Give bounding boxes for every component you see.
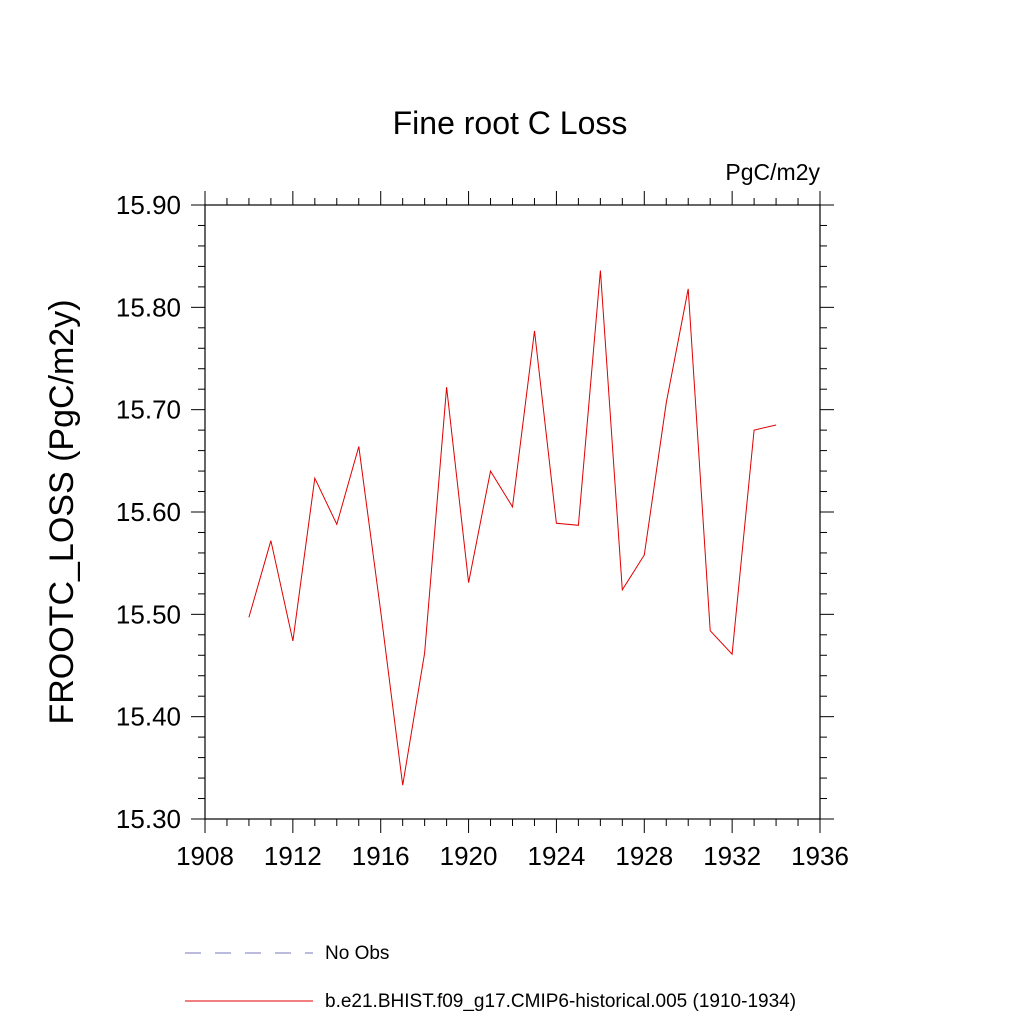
- y-tick-label: 15.90: [116, 190, 181, 220]
- legend: No Obs b.e21.BHIST.f09_g17.CMIP6-histori…: [185, 943, 796, 1012]
- x-tick-label: 1936: [791, 841, 849, 871]
- x-tick-label: 1932: [703, 841, 761, 871]
- y-tick-label: 15.80: [116, 292, 181, 322]
- x-tick-label: 1924: [528, 841, 586, 871]
- legend-label-historical: b.e21.BHIST.f09_g17.CMIP6-historical.005…: [325, 991, 796, 1012]
- y-axis-label: FROOTC_LOSS (PgC/m2y): [43, 299, 81, 724]
- series-line: [248, 270, 777, 786]
- units-label: PgC/m2y: [725, 159, 820, 185]
- y-tick-label: 15.50: [116, 599, 181, 629]
- x-tick-label: 1912: [264, 841, 322, 871]
- axis-ticks: [191, 191, 834, 833]
- x-tick-labels: 1908 1912 1916 1920 1924 1928 1932 1936: [176, 841, 849, 871]
- x-tick-label: 1928: [615, 841, 673, 871]
- x-tick-label: 1908: [176, 841, 234, 871]
- y-tick-label: 15.70: [116, 395, 181, 425]
- plot-frame: [204, 204, 821, 820]
- y-tick-label: 15.40: [116, 702, 181, 732]
- x-tick-label: 1920: [440, 841, 498, 871]
- y-tick-label: 15.60: [116, 497, 181, 527]
- series-layer: [248, 270, 777, 786]
- legend-label-no-obs: No Obs: [325, 943, 389, 964]
- chart-title: Fine root C Loss: [393, 105, 628, 141]
- y-tick-labels: 15.30 15.40 15.50 15.60 15.70 15.80 15.90: [116, 190, 181, 834]
- x-tick-label: 1916: [352, 841, 410, 871]
- y-tick-label: 15.30: [116, 804, 181, 834]
